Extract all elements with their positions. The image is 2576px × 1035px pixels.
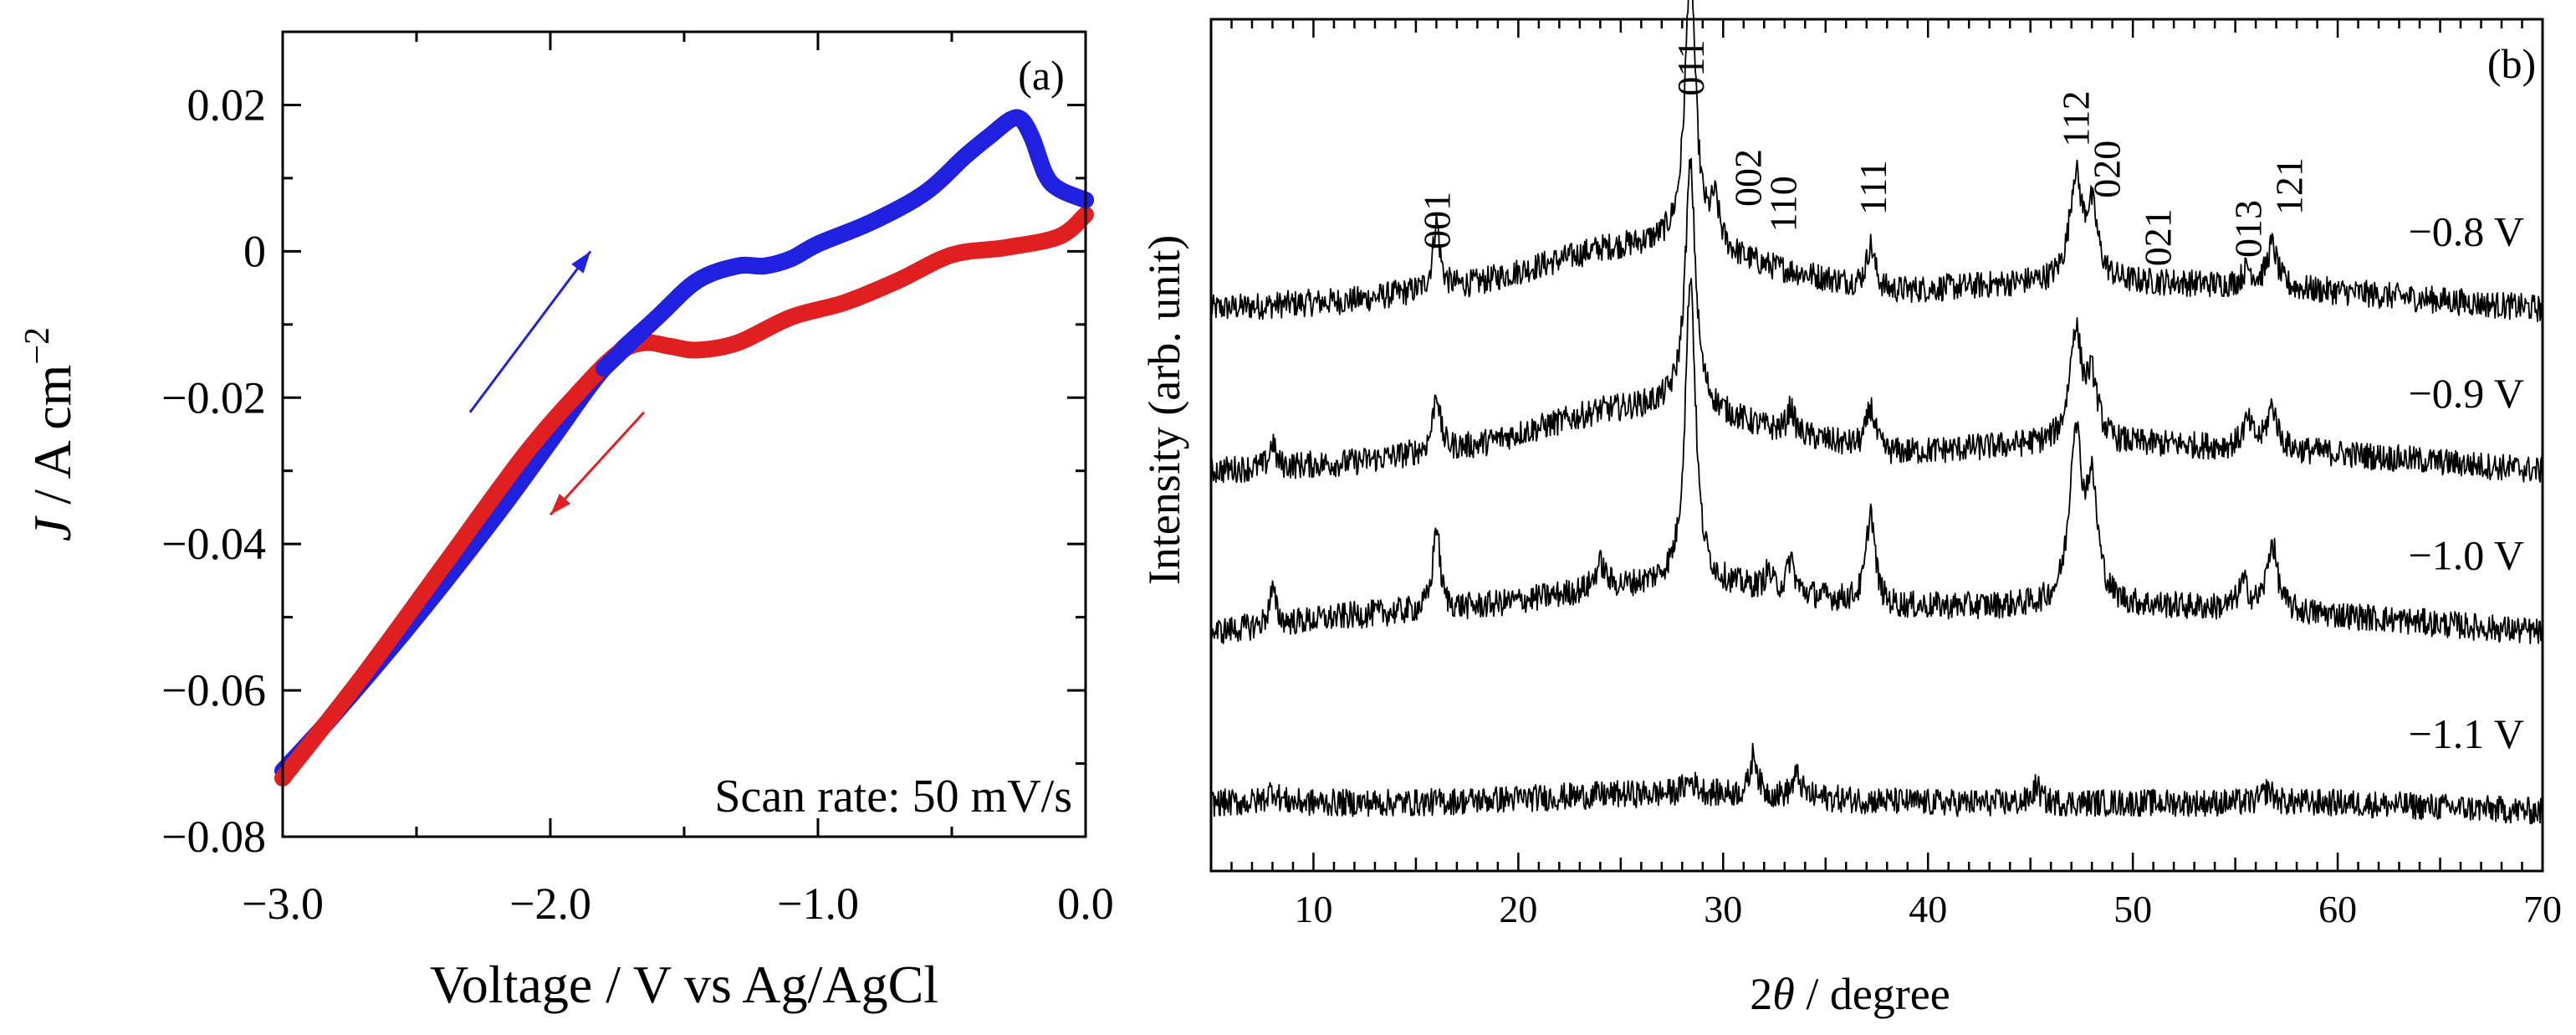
xrd-pattern bbox=[1210, 742, 2543, 825]
panel-a-label: (a) bbox=[1018, 52, 1065, 99]
x-tick-label: 50 bbox=[2113, 888, 2152, 930]
x-tick-label: 70 bbox=[2523, 888, 2562, 930]
x-tick-label: −1.0 bbox=[777, 879, 859, 929]
series-label: −1.1 V bbox=[2409, 710, 2524, 757]
panel-b-curves bbox=[1210, 0, 2543, 825]
panel-b-label: (b) bbox=[2487, 40, 2536, 87]
peak-label: 001 bbox=[1415, 192, 1458, 249]
peak-label: 110 bbox=[1761, 176, 1804, 232]
x-tick-label: 20 bbox=[1499, 888, 1537, 930]
panel-a-tick-labels: −3.0 −2.0 −1.0 0.0 0.02 0 −0.02 −0.04 −0.06 −0.08 bbox=[161, 79, 1114, 929]
x-tick-label: 40 bbox=[1909, 888, 1947, 930]
panel-a-ylabel-unit: / A cm bbox=[23, 365, 82, 518]
x-tick-label: 30 bbox=[1704, 888, 1742, 930]
panel-a: (a) Scan rate: 50 mV/s Voltage / V vs Ag… bbox=[18, 30, 1114, 1014]
peak-label: 021 bbox=[2137, 208, 2180, 266]
reverse-scan-arrow-head bbox=[550, 493, 571, 515]
panel-a-curves bbox=[274, 109, 1094, 786]
forward-scan-arrow-head bbox=[571, 251, 590, 274]
y-tick-label: −0.02 bbox=[161, 372, 266, 423]
panel-a-frame bbox=[281, 30, 1087, 838]
y-tick-label: 0 bbox=[243, 226, 266, 276]
reverse-scan-curve bbox=[274, 206, 1094, 786]
x-tick-label: −2.0 bbox=[509, 879, 591, 929]
series-label: −1.0 V bbox=[2409, 531, 2524, 578]
panel-a-ylabel-exponent: −2 bbox=[18, 327, 57, 365]
panel-b-xlabel-number: 2 bbox=[1750, 969, 1772, 1019]
forward-scan-arrow-shaft bbox=[468, 250, 592, 413]
scan-rate-annotation: Scan rate: 50 mV/s bbox=[714, 771, 1072, 822]
panel-b-xlabel: 2θ / degree bbox=[1750, 969, 1950, 1019]
x-tick-label: 10 bbox=[1294, 888, 1332, 930]
peak-label: 020 bbox=[2085, 141, 2128, 198]
panel-a-ylabel-symbol: J bbox=[23, 515, 82, 541]
panel-a-xlabel: Voltage / V vs Ag/AgCl bbox=[430, 955, 938, 1014]
xrd-pattern bbox=[1210, 157, 2543, 484]
peak-label: 112 bbox=[2055, 90, 2098, 146]
x-tick-label: −3.0 bbox=[242, 879, 324, 929]
peak-label: 011 bbox=[1669, 39, 1712, 95]
xrd-pattern bbox=[1210, 0, 2543, 322]
panel-a-ylabel: J / A cm−2 bbox=[18, 327, 82, 541]
y-tick-label: −0.04 bbox=[161, 519, 266, 569]
series-label: −0.8 V bbox=[2409, 208, 2524, 255]
panel-b-frame bbox=[1209, 18, 2544, 873]
peak-label: 121 bbox=[2267, 157, 2310, 215]
xrd-pattern bbox=[1210, 278, 2543, 645]
peak-label: 013 bbox=[2226, 200, 2269, 258]
panel-b-xlabel-unit: / degree bbox=[1795, 969, 1950, 1019]
x-tick-label: 0.0 bbox=[1057, 879, 1114, 929]
y-tick-label: −0.06 bbox=[161, 665, 266, 715]
panel-b-xlabel-theta: θ bbox=[1772, 969, 1795, 1019]
panel-b-tick-labels: 10 20 30 40 50 60 70 bbox=[1294, 888, 2562, 930]
peak-label: 111 bbox=[1852, 161, 1894, 216]
y-tick-label: −0.08 bbox=[161, 812, 266, 862]
x-tick-label: 60 bbox=[2318, 888, 2357, 930]
series-label: −0.9 V bbox=[2409, 370, 2524, 417]
peak-label: 002 bbox=[1727, 149, 1770, 207]
panel-a-arrows bbox=[468, 250, 646, 516]
forward-scan-curve bbox=[274, 109, 1094, 780]
y-tick-label: 0.02 bbox=[187, 79, 267, 130]
panel-b-ylabel: Intensity (arb. unit) bbox=[1139, 235, 1189, 585]
forward-scan-curve-overlay bbox=[595, 109, 1094, 377]
panel-b-series-labels: −0.8 V −0.9 V −1.0 V −1.1 V bbox=[2409, 208, 2524, 758]
reverse-scan-arrow-shaft bbox=[549, 411, 646, 516]
